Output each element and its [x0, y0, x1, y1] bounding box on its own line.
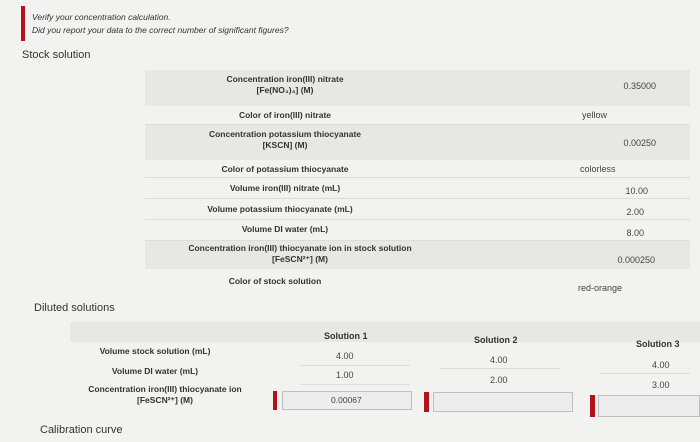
divider: [300, 384, 410, 385]
stock-row-bg: [145, 125, 690, 160]
alert-bar: [21, 6, 25, 41]
stock-label: Concentration potassium thiocyanate [KSCN…: [208, 129, 362, 150]
calibration-curve-title: Calibration curve: [40, 424, 123, 436]
stock-label: Color of stock solution: [228, 276, 322, 286]
sol1-concentration-input[interactable]: 0.00067: [282, 391, 412, 410]
divider: [440, 368, 560, 369]
sol3-error-marker: [590, 395, 595, 417]
stock-row-bg: [145, 70, 690, 106]
stock-label: Concentration iron(III) nitrate [Fe(NO₃)₃…: [226, 74, 344, 95]
sol1-error-marker: [273, 391, 277, 410]
divider: [145, 219, 690, 220]
sol1-volume-water[interactable]: 1.00: [336, 370, 354, 380]
sol3-volume-stock[interactable]: 4.00: [652, 360, 670, 370]
stock-label: Color of potassium thiocyanate: [221, 164, 349, 174]
stock-label: Volume iron(III) nitrate (mL): [229, 183, 341, 193]
stock-label: Concentration iron(III) thiocyanate ion …: [188, 243, 412, 264]
stock-value[interactable]: 8.00: [626, 228, 644, 238]
alert-line-1: Verify your concentration calculation.: [32, 12, 171, 22]
divider: [145, 177, 690, 178]
stock-solution-title: Stock solution: [22, 49, 91, 61]
divider: [145, 198, 690, 199]
divider: [600, 373, 690, 374]
header-solution-2: Solution 2: [474, 335, 518, 345]
sol1-volume-stock[interactable]: 4.00: [336, 351, 354, 361]
stock-value[interactable]: 0.000250: [617, 255, 655, 265]
stock-label: Color of iron(III) nitrate: [238, 110, 332, 120]
diluted-row-label: Concentration iron(III) thiocyanate ion[…: [88, 384, 242, 405]
stock-value[interactable]: colorless: [580, 164, 616, 174]
alert-line-2: Did you report your data to the correct …: [32, 25, 289, 35]
stock-value[interactable]: 0.00250: [623, 138, 656, 148]
diluted-row-label: Volume DI water (mL): [111, 366, 199, 376]
sol3-volume-water[interactable]: 3.00: [652, 380, 670, 390]
diluted-row-label: Volume stock solution (mL): [99, 346, 211, 356]
sol2-concentration-input[interactable]: [433, 392, 573, 412]
diluted-header-bg: [70, 322, 700, 342]
divider: [145, 124, 690, 125]
header-solution-1: Solution 1: [324, 331, 368, 341]
stock-value[interactable]: 10.00: [625, 186, 648, 196]
stock-label: Volume DI water (mL): [241, 224, 329, 234]
divider: [145, 240, 690, 241]
sol2-volume-stock[interactable]: 4.00: [490, 355, 508, 365]
stock-value[interactable]: 0.35000: [623, 81, 656, 91]
stock-label: Volume potassium thiocyanate (mL): [207, 204, 353, 214]
stock-value[interactable]: 2.00: [626, 207, 644, 217]
sol2-error-marker: [424, 392, 429, 412]
stock-value[interactable]: yellow: [582, 110, 608, 120]
header-solution-3: Solution 3: [636, 339, 680, 349]
stock-value[interactable]: red-orange: [578, 283, 623, 293]
sol2-volume-water[interactable]: 2.00: [490, 375, 508, 385]
diluted-solutions-title: Diluted solutions: [34, 302, 115, 314]
divider: [300, 365, 410, 366]
sol3-concentration-input[interactable]: [598, 395, 700, 417]
stock-row-bg: [145, 241, 690, 269]
